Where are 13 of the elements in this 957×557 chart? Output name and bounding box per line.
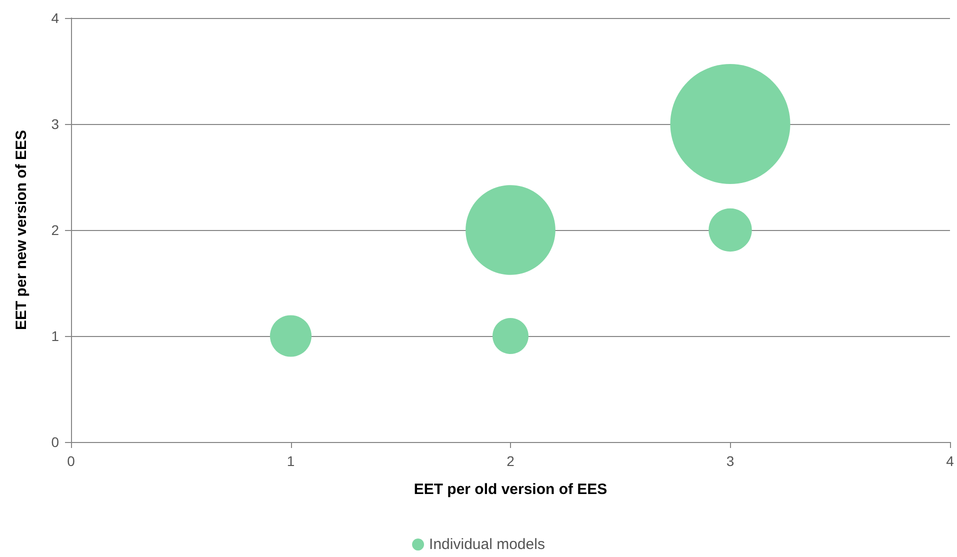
x-tick-label: 3 <box>726 453 734 469</box>
x-tick-label: 0 <box>67 453 76 469</box>
y-tick-label: 1 <box>51 328 60 344</box>
x-tick-label: 4 <box>946 453 954 469</box>
y-tick-label: 3 <box>51 116 60 132</box>
x-axis-title: EET per old version of EES <box>414 481 608 498</box>
y-tick-label: 4 <box>51 10 60 26</box>
y-axis-title: EET per new version of EES <box>13 130 30 330</box>
y-tick-label: 2 <box>51 222 60 238</box>
x-tick-label: 2 <box>506 453 515 469</box>
x-tick-label: 1 <box>286 453 295 469</box>
legend-label: Individual models <box>429 536 545 553</box>
y-tick-label: 0 <box>51 434 60 450</box>
